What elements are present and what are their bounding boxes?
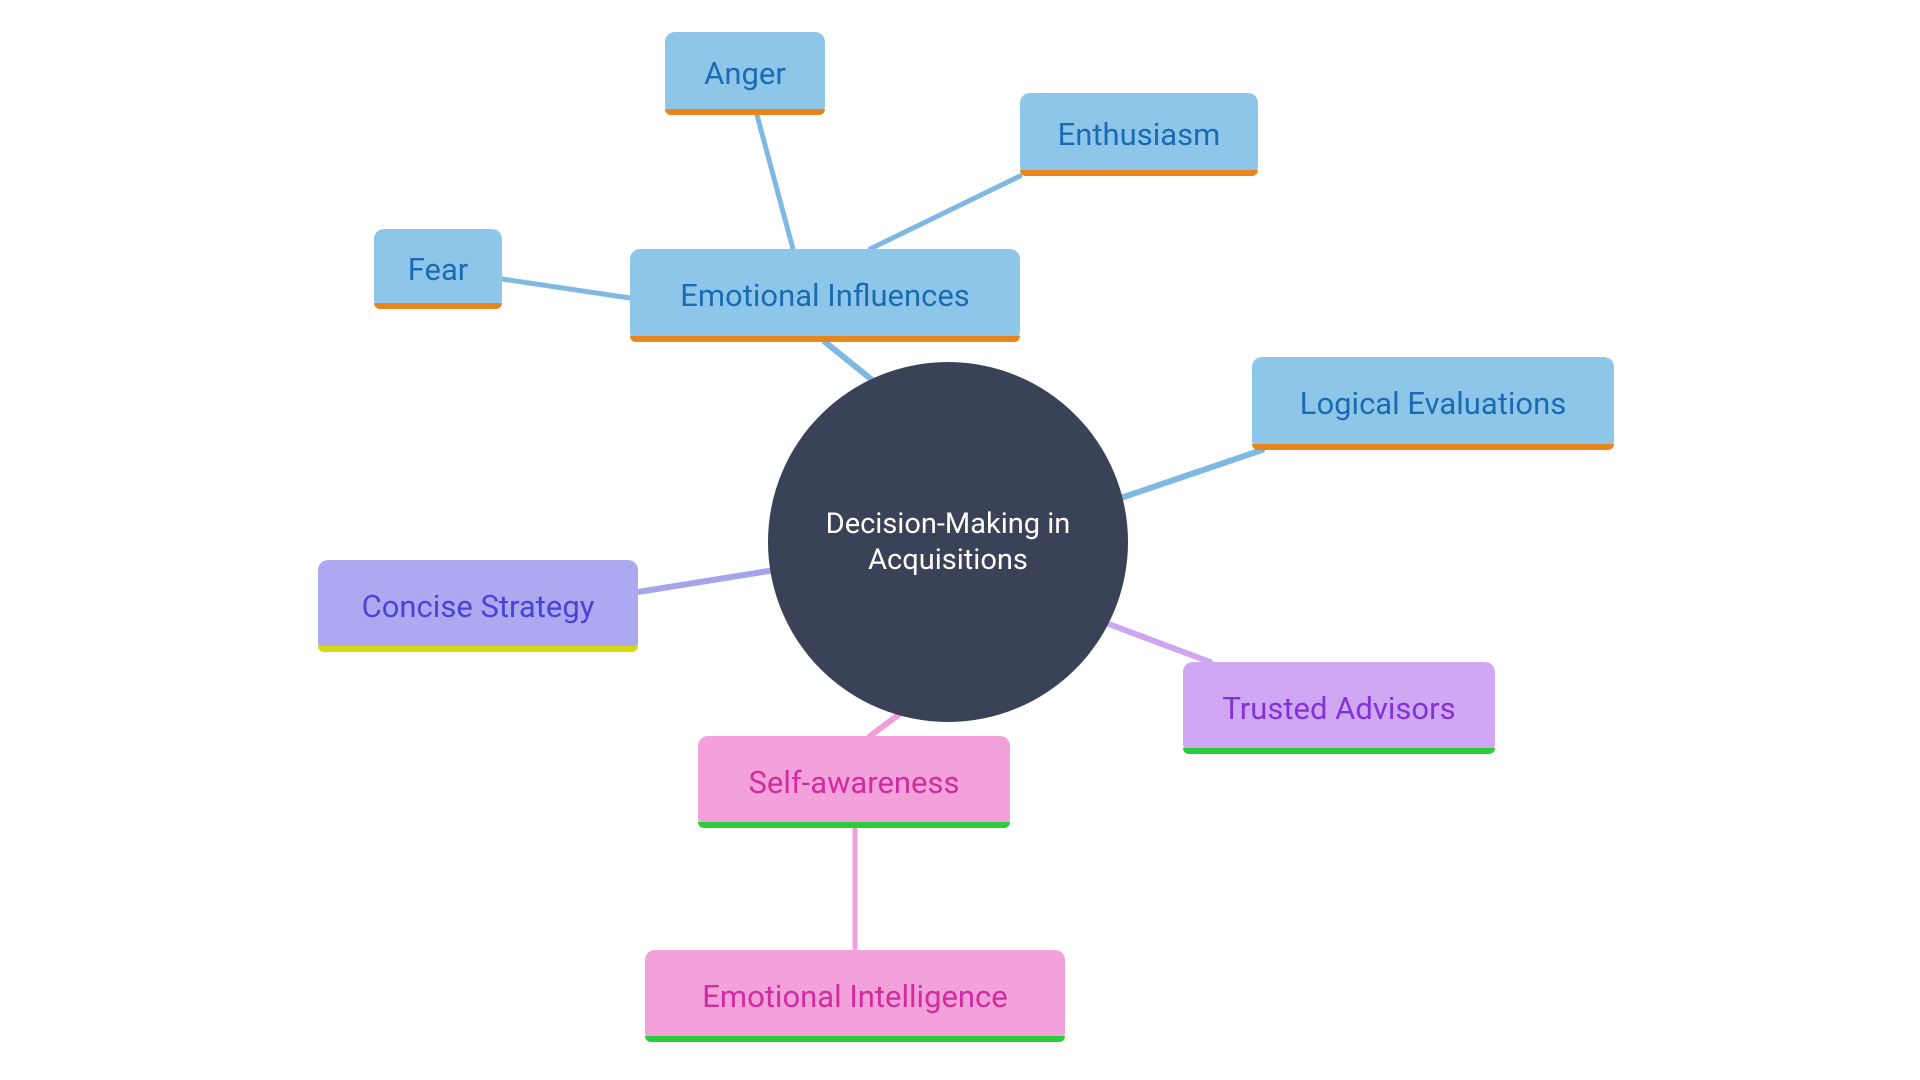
- node-underline: [665, 109, 825, 115]
- node-emotional-influences: Emotional Influences: [630, 249, 1020, 342]
- node-underline: [645, 1036, 1065, 1042]
- center-node: Decision-Making in Acquisitions: [768, 362, 1128, 722]
- node-label: Concise Strategy: [362, 588, 595, 625]
- center-node-label: Decision-Making in Acquisitions: [796, 506, 1100, 579]
- node-label: Enthusiasm: [1058, 116, 1221, 153]
- node-label: Emotional Intelligence: [702, 978, 1007, 1015]
- node-label: Logical Evaluations: [1300, 385, 1566, 422]
- node-label: Self-awareness: [749, 764, 960, 801]
- node-label: Anger: [704, 55, 786, 92]
- node-self-awareness: Self-awareness: [698, 736, 1010, 828]
- node-underline: [1020, 170, 1258, 176]
- node-anger: Anger: [665, 32, 825, 115]
- node-concise-strategy: Concise Strategy: [318, 560, 638, 652]
- node-label: Emotional Influences: [680, 277, 970, 314]
- node-emotional-intelligence: Emotional Intelligence: [645, 950, 1065, 1042]
- node-underline: [318, 646, 638, 652]
- mindmap-stage: Decision-Making in Acquisitions Emotiona…: [0, 0, 1920, 1080]
- node-label: Trusted Advisors: [1222, 690, 1455, 727]
- node-underline: [374, 303, 502, 309]
- node-fear: Fear: [374, 229, 502, 309]
- node-label: Fear: [408, 251, 469, 288]
- node-underline: [1252, 444, 1614, 450]
- node-underline: [630, 336, 1020, 342]
- node-underline: [1183, 748, 1495, 754]
- node-underline: [698, 822, 1010, 828]
- node-enthusiasm: Enthusiasm: [1020, 93, 1258, 176]
- node-trusted-advisors: Trusted Advisors: [1183, 662, 1495, 754]
- node-logical-evaluations: Logical Evaluations: [1252, 357, 1614, 450]
